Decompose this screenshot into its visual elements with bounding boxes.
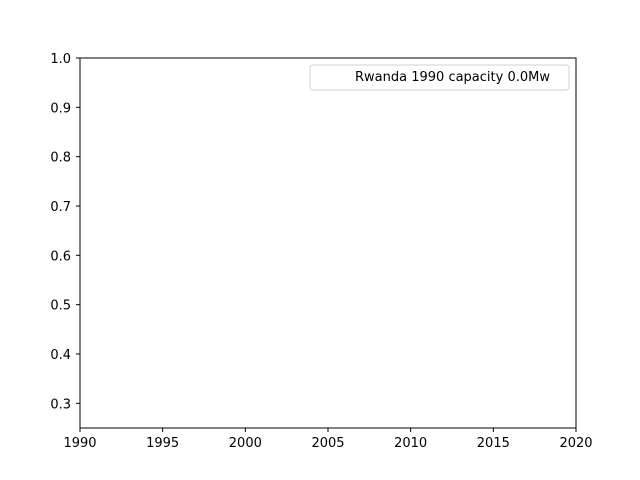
legend-label: Rwanda 1990 capacity 0.0Mw [355, 70, 550, 85]
y-tick-label: 0.4 [50, 348, 71, 363]
axes-frame [79, 57, 577, 429]
x-tick-label: 2015 [477, 436, 510, 451]
axes-background [80, 58, 576, 428]
y-axis: 0.3 0.4 0.5 0.6 0.7 0.8 0.9 1.0 [50, 52, 80, 412]
legend-box [309, 64, 570, 91]
y-tick-label: 0.7 [50, 200, 71, 215]
y-tick-label: 0.3 [50, 397, 71, 412]
plot-area [80, 58, 576, 428]
x-tick-label: 2020 [559, 436, 592, 451]
legend: Rwanda 1990 capacity 0.0Mw [309, 64, 570, 91]
x-tick-label: 2005 [311, 436, 344, 451]
y-tick-label: 0.6 [50, 249, 71, 264]
x-tick-label: 2010 [394, 436, 427, 451]
x-tick-label: 1990 [63, 436, 96, 451]
y-tick-label: 0.9 [50, 101, 71, 116]
x-tick-label: 2000 [229, 436, 262, 451]
x-axis: 1990 1995 2000 2005 2010 2015 2020 [63, 428, 593, 451]
y-tick-label: 0.8 [50, 151, 71, 166]
y-tick-label: 0.5 [50, 299, 71, 314]
x-tick-label: 1995 [146, 436, 179, 451]
y-tick-label: 1.0 [50, 52, 71, 67]
